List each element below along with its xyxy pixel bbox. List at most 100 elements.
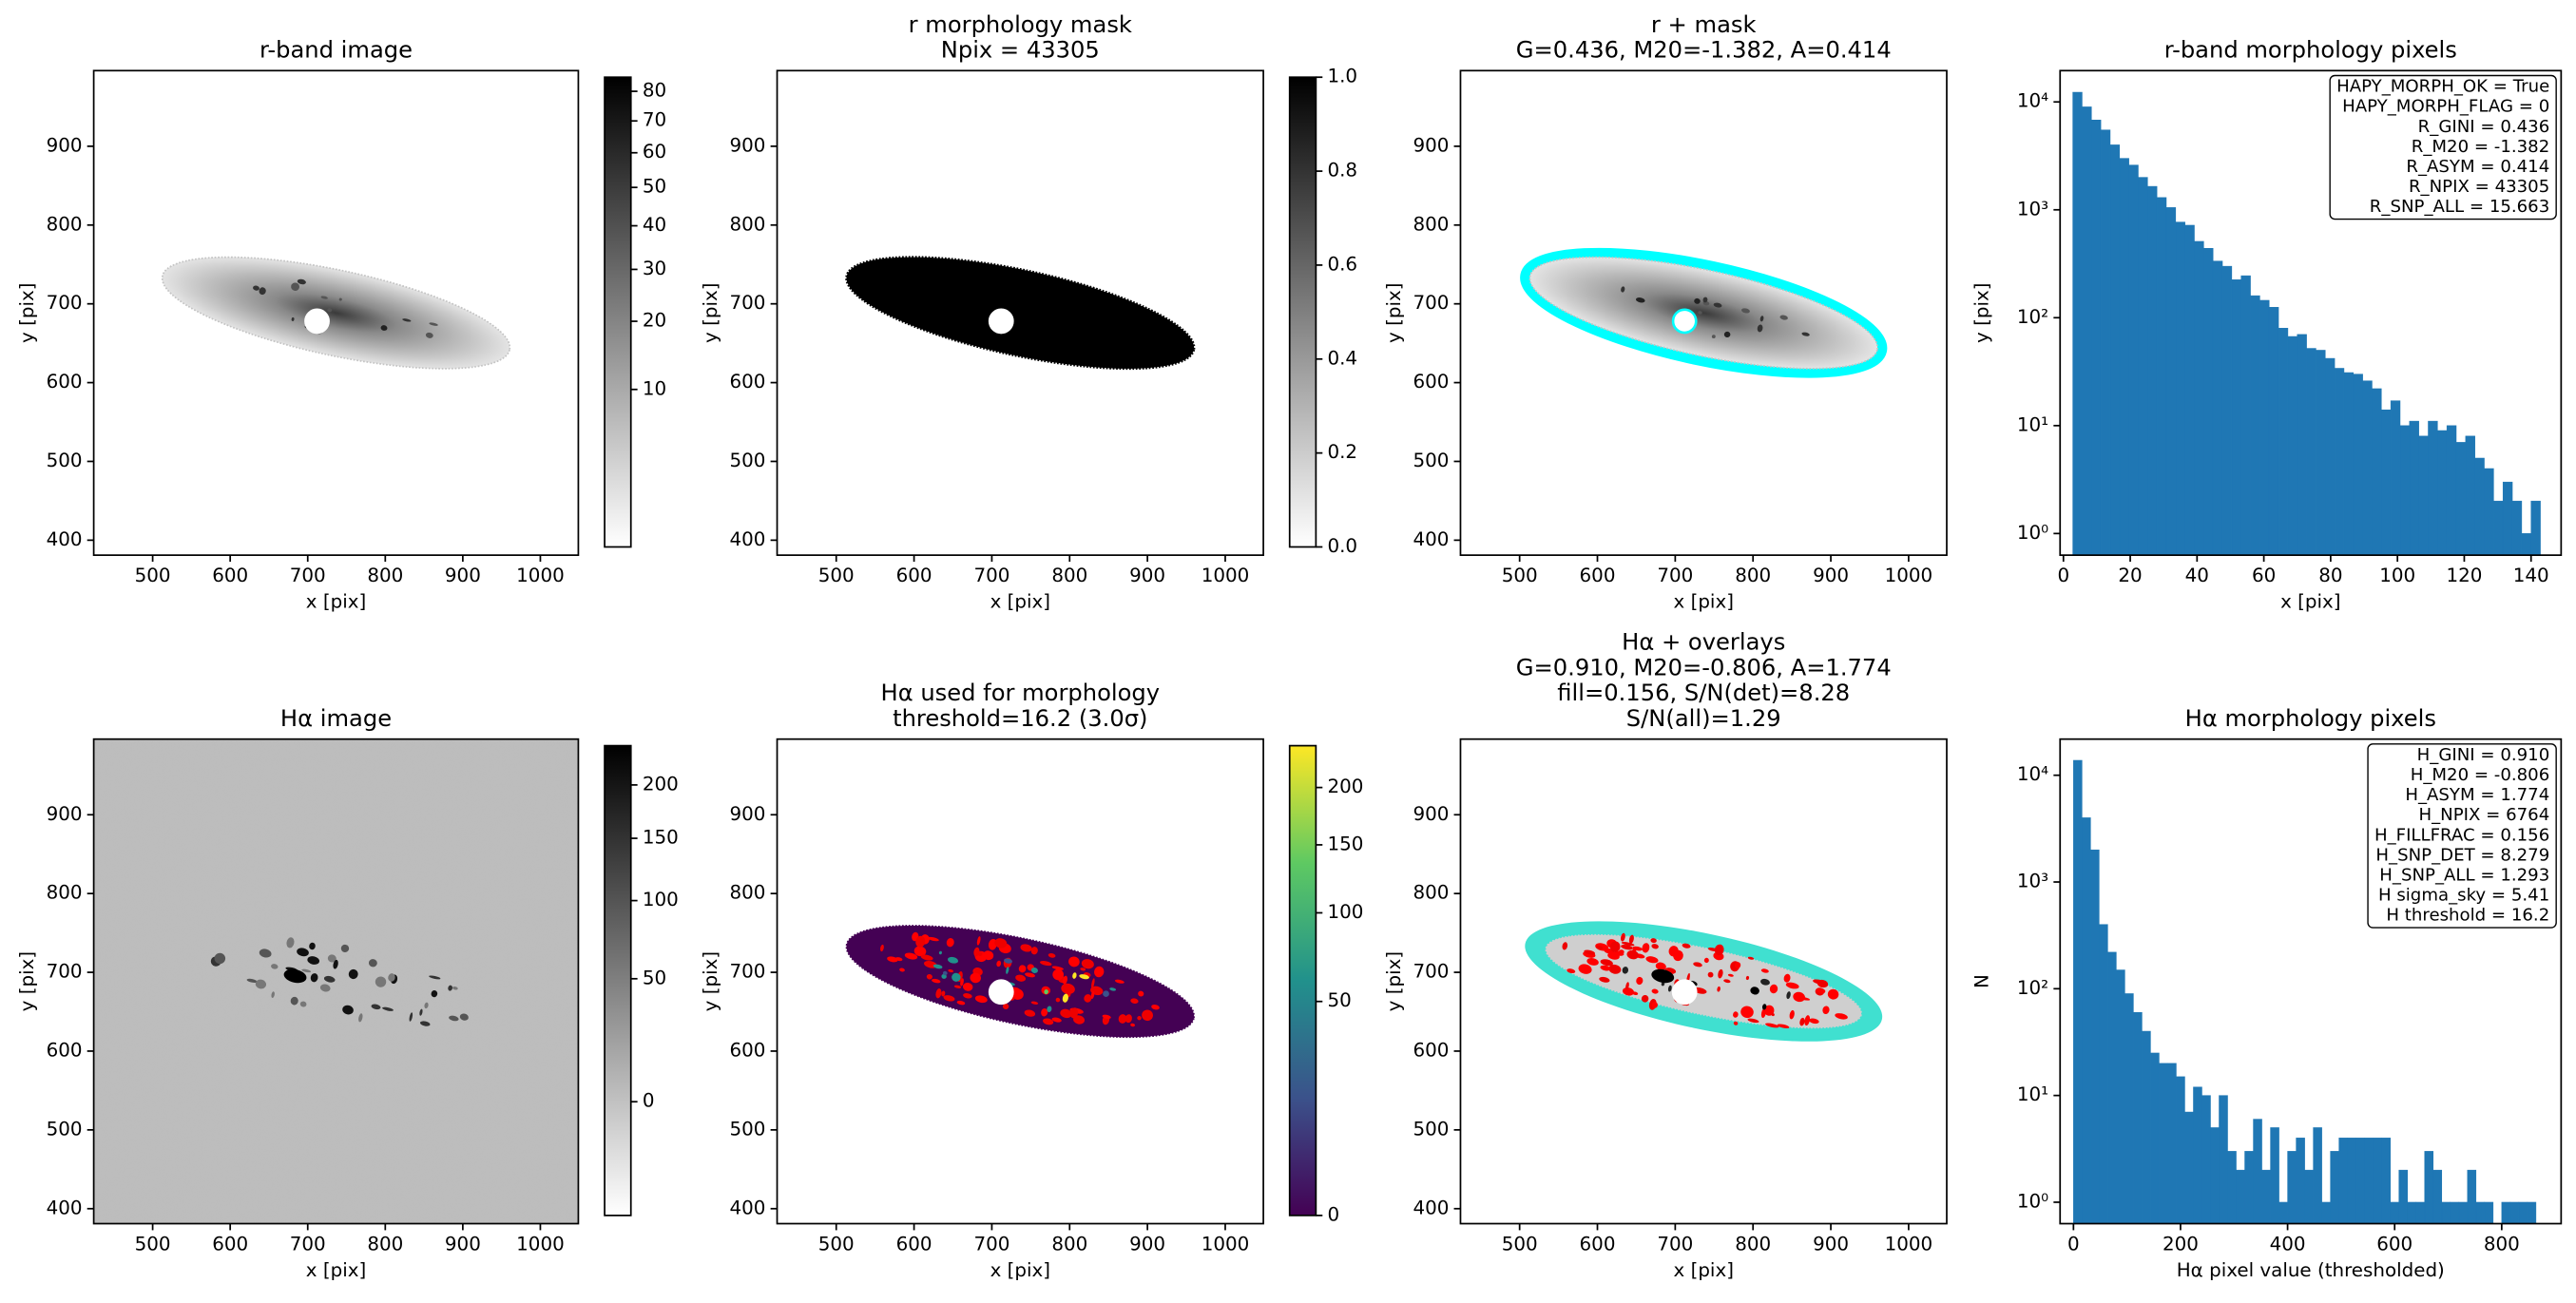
- emission-blob: [1636, 976, 1644, 986]
- axes-frame: [776, 69, 1264, 556]
- bar: [2099, 924, 2108, 1224]
- x-axis-label: x [pix]: [1674, 591, 1734, 613]
- emission-blob: [299, 1001, 307, 1007]
- colorbar-tick-label: 1.0: [1327, 66, 1357, 87]
- colorbar-tick-label: 50: [643, 967, 666, 988]
- x-tick-label: 900: [445, 1233, 481, 1255]
- bar: [2193, 1086, 2202, 1224]
- annotation-line: R_SNP_ALL = 15.663: [2370, 197, 2549, 217]
- emission-blob: [255, 979, 267, 989]
- x-tick-label: 1000: [1201, 565, 1250, 586]
- emission-blob: [1060, 1008, 1072, 1019]
- x-tick-label: 100: [2379, 565, 2415, 586]
- bar: [2184, 224, 2195, 556]
- y-tick-label: 800: [730, 213, 766, 235]
- emission-blob: [1809, 1018, 1819, 1025]
- emission-blob: [1578, 964, 1592, 974]
- emission-blob: [271, 964, 279, 969]
- x-tick-label: 700: [973, 1233, 1009, 1255]
- emission-blob: [1004, 958, 1013, 964]
- colorbar-tick-label: 10: [643, 377, 666, 399]
- bar: [2501, 1201, 2511, 1224]
- galaxy: [161, 256, 511, 370]
- emission-blob: [297, 278, 306, 285]
- y-tick-label: 700: [47, 961, 83, 983]
- annotation-line: HAPY_MORPH_FLAG = 0: [2342, 97, 2549, 117]
- bar: [2424, 1151, 2434, 1224]
- emission-blob: [1813, 979, 1825, 985]
- y-tick-label: 700: [730, 292, 766, 314]
- bar: [2142, 1030, 2151, 1224]
- x-tick-label: 900: [1129, 1233, 1165, 1255]
- emission-blob: [976, 936, 981, 946]
- y-tick-label: 600: [730, 371, 766, 393]
- emission-blob: [1109, 987, 1117, 991]
- y-axis-label: y [pix]: [700, 282, 721, 342]
- emission-blob: [1745, 975, 1750, 981]
- bar: [2381, 409, 2392, 556]
- emission-blob: [1600, 959, 1613, 967]
- emission-blob: [1777, 1024, 1790, 1028]
- bar: [2100, 129, 2111, 556]
- x-tick-label: 20: [2118, 565, 2142, 586]
- emission-blob: [1785, 982, 1799, 989]
- bar: [2210, 1127, 2220, 1224]
- emission-blob: [1042, 1018, 1054, 1025]
- emission-blob: [1698, 311, 1702, 315]
- bar: [2509, 1201, 2520, 1224]
- emission-blob: [1151, 1005, 1160, 1010]
- bar: [2090, 849, 2100, 1224]
- x-axis-label: x [pix]: [990, 1259, 1050, 1281]
- emission-blob: [920, 954, 933, 961]
- x-tick-label: 600: [1580, 565, 1616, 586]
- annotation-line: H sigma_sky = 5.41: [2378, 886, 2549, 906]
- emission-blob: [449, 1015, 459, 1022]
- x-tick-label: 60: [2252, 565, 2276, 586]
- emission-blob: [1651, 1002, 1658, 1008]
- bar: [2313, 1127, 2322, 1224]
- emission-blob: [1125, 1014, 1132, 1024]
- emission-blob: [1740, 1006, 1754, 1019]
- axes-frame: [92, 69, 580, 556]
- x-tick-label: 0: [2067, 1233, 2080, 1255]
- emission-blob: [953, 985, 962, 988]
- emission-blob: [291, 316, 295, 321]
- colorbar-tick-label: 70: [643, 109, 666, 131]
- y-tick-label: 600: [1413, 371, 1449, 393]
- bar: [2428, 420, 2438, 556]
- colorbar-tick-label: 0.4: [1327, 347, 1357, 369]
- bar: [2119, 158, 2129, 556]
- bar: [2518, 1201, 2528, 1224]
- emission-blob: [1599, 976, 1610, 983]
- x-tick-label: 900: [1129, 565, 1165, 586]
- bar: [2343, 372, 2355, 556]
- x-tick-label: 600: [2376, 1233, 2413, 1255]
- bar: [2082, 106, 2092, 556]
- emission-blob: [1625, 982, 1629, 990]
- y-tick-label: 10⁰: [2017, 522, 2048, 544]
- emission-blob: [1024, 1009, 1036, 1017]
- bar: [2390, 1201, 2399, 1224]
- x-tick-label: 400: [2270, 1233, 2306, 1255]
- emission-blob: [915, 935, 926, 948]
- bar: [2415, 1201, 2426, 1224]
- emission-blob: [1011, 988, 1024, 1000]
- emission-blob: [974, 995, 988, 1004]
- emission-blob: [932, 964, 943, 969]
- emission-blob: [309, 942, 316, 950]
- emission-blob: [1694, 297, 1701, 304]
- bar: [2116, 969, 2125, 1224]
- annotation-line: H_SNP_ALL = 1.293: [2379, 865, 2549, 885]
- emission-blob: [956, 1000, 966, 1006]
- emission-blob: [1562, 942, 1568, 950]
- y-axis-label: y [pix]: [1383, 282, 1405, 342]
- emission-blob: [1090, 991, 1095, 1000]
- emission-blob: [1733, 1021, 1739, 1025]
- emission-blob: [1607, 951, 1620, 960]
- emission-blob: [1081, 959, 1094, 969]
- bar: [2521, 533, 2531, 556]
- y-tick-label: 10²: [2017, 977, 2048, 999]
- bar: [2156, 197, 2167, 556]
- emission-blob: [1142, 1009, 1153, 1022]
